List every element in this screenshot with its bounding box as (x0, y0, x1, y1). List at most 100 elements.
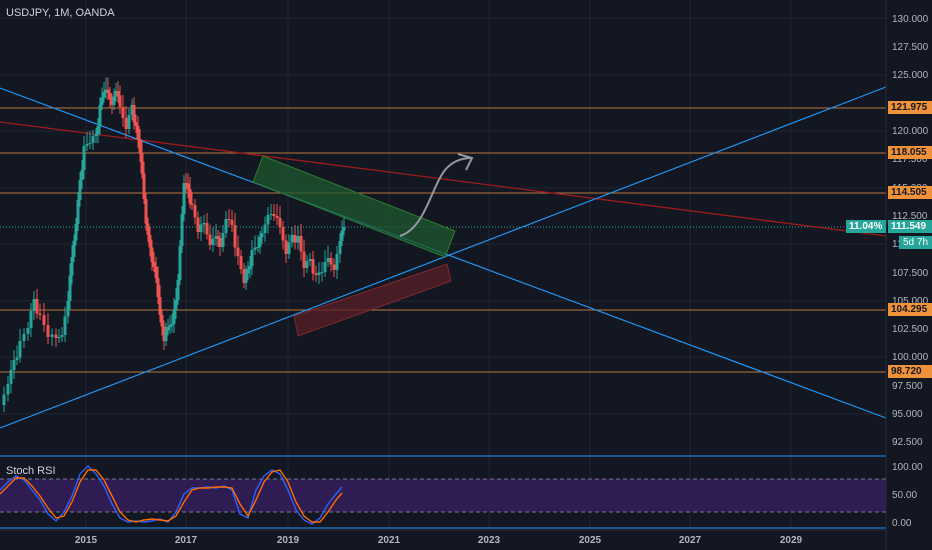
candle-body (78, 180, 82, 200)
candle-body (54, 334, 58, 338)
price-level-badge: 104.295 (888, 303, 932, 316)
candle-body (112, 96, 116, 105)
candle-body (85, 144, 89, 146)
price-level-badge: 118.055 (888, 146, 932, 159)
candle-body (260, 233, 264, 237)
candle-body (208, 234, 212, 245)
candle-body (91, 136, 95, 143)
stoch-d-line (0, 469, 343, 523)
price-tick: 127.500 (892, 42, 929, 53)
candle-body (284, 240, 288, 254)
price-tick: 105.000 (892, 296, 929, 307)
candle-body (320, 272, 324, 273)
candle-body (6, 384, 10, 395)
candle-body (196, 217, 200, 232)
symbol-title[interactable]: USDJPY, 1M, OANDA (6, 7, 115, 19)
price-tick: 130.000 (892, 14, 929, 25)
time-tick: 2021 (378, 535, 401, 546)
price-level-badge: 121.975 (888, 101, 932, 114)
candle-body (230, 220, 234, 225)
candle-body (166, 327, 170, 331)
candle-body (46, 325, 50, 337)
candlestick-series[interactable] (2, 77, 346, 413)
candle-body (244, 273, 248, 283)
candle-body (278, 218, 282, 227)
indicator-title[interactable]: Stoch RSI (6, 465, 56, 477)
price-tick: 102.500 (892, 324, 929, 335)
bar-countdown: 5d 7h (899, 236, 932, 249)
candle-body (221, 233, 225, 247)
candle-body (134, 122, 138, 126)
candle-body (50, 334, 54, 337)
candle-body (269, 214, 273, 215)
candle-body (114, 91, 118, 97)
candle-body (311, 259, 315, 274)
candle-body (152, 262, 156, 267)
bullish-zone-rect[interactable] (252, 155, 456, 258)
candle-body (26, 328, 30, 334)
candle-body (202, 223, 206, 225)
price-axis[interactable]: 130.000 127.500 125.000 120.000 117.500 … (892, 14, 929, 529)
candle-body (42, 315, 46, 325)
candle-body (224, 219, 228, 233)
candle-body (287, 242, 291, 254)
price-tick: 107.500 (892, 268, 929, 279)
candle-body (239, 256, 243, 269)
candle-body (32, 299, 36, 311)
candle-body (323, 262, 327, 272)
candle-body (158, 297, 162, 315)
candle-body (82, 146, 86, 170)
candle-body (127, 115, 131, 129)
trendline-red[interactable] (0, 121, 887, 237)
candle-body (2, 394, 6, 405)
candle-body (186, 183, 190, 189)
candle-body (124, 118, 128, 129)
candle-body (329, 258, 333, 265)
candle-body (199, 224, 203, 232)
candle-body (263, 224, 267, 233)
candle-body (275, 216, 279, 218)
candle-body (29, 311, 33, 328)
candle-body (176, 280, 180, 300)
price-level-badge: 114.505 (888, 186, 932, 199)
candle-body (150, 247, 154, 262)
candle-body (193, 205, 197, 218)
candle-body (266, 215, 270, 225)
candle-body (317, 272, 321, 275)
candle-body (227, 219, 231, 220)
candle-body (211, 239, 215, 245)
price-tick: 125.000 (892, 70, 929, 81)
rsi-tick: 0.00 (892, 518, 912, 529)
time-tick: 2019 (277, 535, 300, 546)
candle-body (340, 230, 344, 241)
candle-body (35, 299, 39, 314)
candle-body (172, 310, 176, 324)
candle-body (74, 224, 78, 241)
candle-body (188, 189, 192, 204)
candle-body (272, 214, 276, 216)
candle-body (308, 259, 312, 261)
candle-body (299, 236, 303, 252)
time-axis[interactable]: 2015 2017 2019 2021 2023 2025 2027 2029 (75, 535, 803, 546)
time-tick: 2025 (579, 535, 602, 546)
price-tick: 112.500 (892, 211, 928, 222)
candle-body (305, 261, 309, 268)
candle-body (110, 99, 114, 105)
candle-body (154, 267, 158, 278)
candle-body (116, 91, 120, 96)
candle-body (168, 325, 172, 327)
candle-body (174, 300, 178, 310)
price-tick: 97.500 (892, 381, 923, 392)
horizontal-levels[interactable] (0, 107, 886, 373)
trendline-ascending[interactable] (0, 86, 887, 429)
bearish-zone-rect[interactable] (293, 263, 452, 337)
time-tick: 2015 (75, 535, 98, 546)
candle-body (296, 236, 300, 243)
price-tick: 117.500 (892, 154, 928, 165)
stoch-rsi-band (0, 479, 886, 512)
candle-body (108, 93, 112, 100)
candle-body (12, 360, 16, 370)
candle-body (102, 92, 106, 98)
projection-arrow[interactable] (399, 157, 473, 237)
